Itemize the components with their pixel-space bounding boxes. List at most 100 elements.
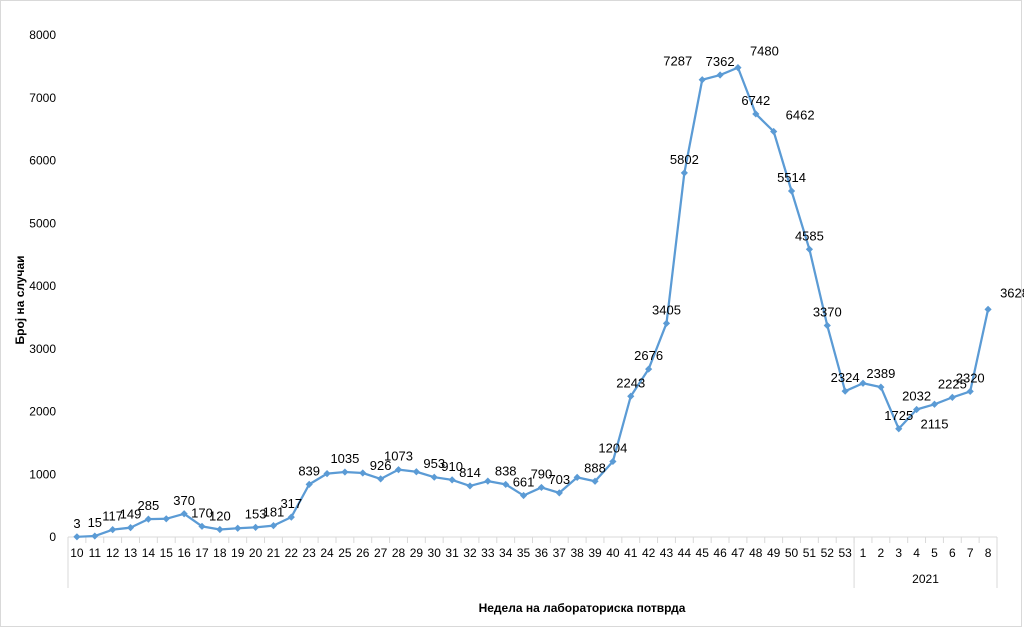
data-point bbox=[716, 71, 724, 79]
data-label: 926 bbox=[370, 458, 392, 473]
x-tick-label: 36 bbox=[535, 546, 549, 560]
data-label: 2320 bbox=[956, 370, 985, 385]
data-label: 4585 bbox=[795, 228, 824, 243]
x-tick-label: 51 bbox=[803, 546, 817, 560]
data-point bbox=[734, 64, 742, 72]
data-point bbox=[91, 532, 99, 540]
data-point bbox=[609, 457, 617, 466]
data-label: 2115 bbox=[920, 416, 948, 431]
data-label: 3370 bbox=[813, 305, 842, 320]
data-point bbox=[430, 473, 438, 481]
series-path bbox=[76, 66, 990, 538]
data-point bbox=[930, 400, 939, 408]
data-point bbox=[948, 393, 956, 401]
data-point bbox=[126, 524, 135, 532]
x-tick-label: 13 bbox=[124, 546, 138, 560]
x-tick-label: 38 bbox=[570, 546, 584, 560]
data-point bbox=[591, 477, 599, 485]
data-point bbox=[537, 483, 546, 492]
data-label: 3628 bbox=[1000, 285, 1024, 300]
data-label: 120 bbox=[209, 508, 231, 523]
x-tick-label: 42 bbox=[642, 546, 656, 560]
x-tick-label: 11 bbox=[89, 546, 102, 560]
data-label: 370 bbox=[173, 493, 195, 508]
data-label: 6742 bbox=[741, 93, 770, 108]
data-label: 5514 bbox=[777, 170, 806, 185]
data-point bbox=[662, 319, 671, 327]
y-tick-label: 3000 bbox=[29, 342, 56, 356]
x-tick-label: 18 bbox=[213, 546, 227, 560]
y-axis-title: Број на случаи bbox=[13, 255, 27, 344]
data-point bbox=[555, 489, 563, 497]
data-point bbox=[966, 387, 974, 396]
x-tick-label: 21 bbox=[267, 546, 281, 560]
x-tick-label: 7 bbox=[967, 546, 974, 560]
data-point bbox=[323, 470, 331, 478]
data-point bbox=[645, 365, 653, 373]
data-point bbox=[627, 392, 635, 400]
x-tick-label: 4 bbox=[913, 546, 920, 560]
data-label: 7362 bbox=[706, 54, 735, 69]
x-tick-label: 44 bbox=[678, 546, 692, 560]
data-label: 2389 bbox=[866, 366, 895, 381]
data-label: 7480 bbox=[750, 44, 779, 59]
data-point bbox=[198, 522, 206, 530]
data-point bbox=[180, 510, 188, 518]
data-label: 838 bbox=[495, 463, 517, 478]
data-label: 910 bbox=[441, 459, 463, 474]
x-tick-label: 15 bbox=[160, 546, 174, 560]
data-label: 2324 bbox=[831, 370, 860, 385]
data-label: 703 bbox=[548, 472, 570, 487]
data-point bbox=[841, 387, 849, 395]
data-point bbox=[269, 522, 278, 530]
x-tick-label: 49 bbox=[767, 546, 781, 560]
x-group-label: 2021 bbox=[912, 572, 939, 586]
x-tick-label: 37 bbox=[553, 546, 567, 560]
data-point bbox=[287, 513, 295, 521]
y-tick-label: 5000 bbox=[29, 216, 56, 230]
data-point bbox=[251, 523, 260, 531]
data-point bbox=[394, 466, 403, 474]
data-point bbox=[377, 475, 385, 483]
x-tick-label: 25 bbox=[338, 546, 352, 560]
data-label: 839 bbox=[298, 463, 320, 478]
data-point bbox=[859, 379, 867, 387]
x-tick-label: 14 bbox=[142, 546, 156, 560]
x-tick-label: 33 bbox=[481, 546, 495, 560]
data-point bbox=[341, 468, 349, 476]
x-tick-label: 35 bbox=[517, 546, 531, 560]
y-tick-label: 1000 bbox=[29, 467, 56, 481]
y-tick-label: 7000 bbox=[29, 91, 56, 105]
x-tick-label: 1 bbox=[860, 546, 867, 560]
data-point bbox=[234, 524, 242, 532]
x-tick-label: 19 bbox=[231, 546, 245, 560]
data-point bbox=[484, 477, 492, 485]
x-tick-label: 20 bbox=[249, 546, 263, 560]
data-point bbox=[895, 425, 903, 433]
data-label: 5802 bbox=[670, 152, 699, 167]
x-tick-label: 12 bbox=[106, 546, 120, 560]
series-line bbox=[73, 64, 992, 541]
x-tick-label: 34 bbox=[499, 546, 513, 560]
x-tick-label: 22 bbox=[285, 546, 299, 560]
data-point bbox=[448, 476, 456, 484]
x-tick-label: 40 bbox=[606, 546, 620, 560]
x-tick-label: 48 bbox=[749, 546, 763, 560]
data-point bbox=[359, 469, 367, 477]
x-tick-label: 50 bbox=[785, 546, 799, 560]
x-tick-label: 45 bbox=[696, 546, 710, 560]
x-tick-label: 27 bbox=[374, 546, 388, 560]
data-label: 3405 bbox=[652, 302, 681, 317]
data-point bbox=[73, 533, 81, 541]
x-tick-label: 23 bbox=[303, 546, 317, 560]
x-tick-label: 30 bbox=[428, 546, 442, 560]
x-tick-label: 17 bbox=[195, 546, 209, 560]
data-point bbox=[305, 480, 313, 488]
data-label: 6462 bbox=[786, 108, 815, 123]
data-label: 153 bbox=[245, 506, 267, 521]
data-label: 790 bbox=[531, 466, 553, 481]
data-point bbox=[109, 526, 117, 534]
data-label: 2243 bbox=[616, 375, 645, 390]
